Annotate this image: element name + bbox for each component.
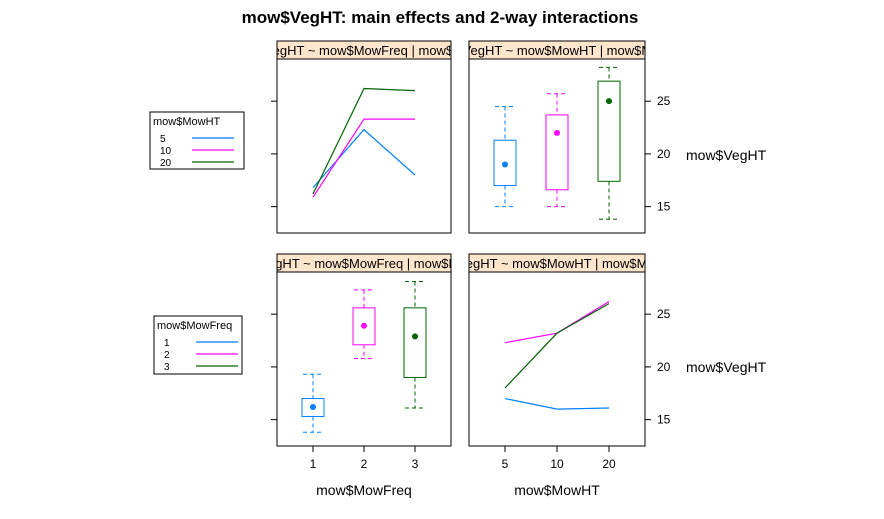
box-mean-dot bbox=[554, 129, 560, 136]
box-mean-dot bbox=[606, 98, 612, 105]
x-tick-label: 3 bbox=[412, 457, 419, 471]
legend-label: 2 bbox=[164, 350, 170, 361]
x-tick-label: 5 bbox=[502, 457, 509, 471]
x-tick-label: 20 bbox=[602, 457, 616, 471]
box-rect bbox=[493, 139, 517, 187]
y-tick-label: 25 bbox=[657, 307, 671, 321]
y-axis-label-bottom: mow$VegHT bbox=[686, 359, 767, 375]
panel-bottom-left: mow$VegHT ~ mow$MowFreq | mow$MowFreq 1 2 3 bbox=[225, 253, 502, 471]
x-tick-label: 10 bbox=[550, 457, 564, 471]
panel-strip-label: mow$VegHT ~ mow$MowHT | mow$MowHT bbox=[428, 43, 686, 58]
panel-strip-label: mow$VegHT ~ mow$MowFreq | mow$MowHT bbox=[230, 43, 498, 58]
panel-frame bbox=[276, 58, 452, 234]
legend-label: 20 bbox=[160, 158, 172, 169]
box-rect bbox=[301, 398, 325, 417]
box-20 bbox=[597, 66, 621, 220]
x-axis-label-left: mow$MowFreq bbox=[316, 482, 412, 498]
y-tick-label: 25 bbox=[657, 94, 671, 108]
x-axis-label-right: mow$MowHT bbox=[514, 482, 600, 498]
panels-group: mow$VegHT ~ mow$MowFreq | mow$MowHTmow$V… bbox=[225, 40, 691, 471]
panel-bottom-right: mow$VegHT ~ mow$MowHT | mow$MowFreq 15 20 2… bbox=[423, 253, 691, 471]
y-tick-label: 20 bbox=[657, 147, 671, 161]
box-mean-dot bbox=[412, 333, 418, 340]
box-rect bbox=[597, 80, 621, 182]
box-3 bbox=[403, 280, 427, 409]
y-tick-label: 15 bbox=[657, 200, 671, 214]
box-2 bbox=[352, 289, 376, 359]
panel-top-left: mow$VegHT ~ mow$MowFreq | mow$MowHT bbox=[230, 40, 498, 234]
legend-title: mow$MowHT bbox=[153, 116, 221, 128]
legend-box bbox=[149, 111, 245, 170]
x-tick-label: 1 bbox=[310, 457, 317, 471]
legend-label: 5 bbox=[160, 134, 166, 145]
panel-strip-label: mow$VegHT ~ mow$MowFreq | mow$MowFreq bbox=[225, 256, 502, 271]
y-tick-label: 20 bbox=[657, 360, 671, 374]
legend-title: mow$MowFreq bbox=[157, 320, 232, 332]
legend-label: 3 bbox=[164, 362, 170, 373]
box-rect bbox=[352, 307, 376, 346]
panel-strip-label: mow$VegHT ~ mow$MowHT | mow$MowFreq bbox=[423, 256, 691, 271]
axis-labels-group: mow$VegHT mow$VegHT mow$MowFreq mow$MowH… bbox=[316, 147, 766, 498]
series-line-20 bbox=[312, 87, 416, 195]
box-mean-dot bbox=[502, 161, 508, 168]
y-tick-label: 15 bbox=[657, 413, 671, 427]
box-rect bbox=[545, 114, 569, 191]
panel-frame bbox=[468, 58, 646, 234]
series-line-2 bbox=[504, 301, 610, 344]
panel-frame bbox=[468, 271, 646, 447]
series-line-5 bbox=[312, 128, 416, 189]
legend-label: 10 bbox=[160, 146, 172, 157]
y-axis-label-top: mow$VegHT bbox=[686, 147, 767, 163]
box-mean-dot bbox=[361, 322, 367, 329]
panel-top-right: mow$VegHT ~ mow$MowHT | mow$MowHT 15 20 25 bbox=[428, 40, 686, 234]
box-5 bbox=[493, 105, 517, 208]
box-1 bbox=[301, 373, 325, 433]
box-10 bbox=[545, 93, 569, 208]
box-rect bbox=[403, 307, 427, 378]
series-line-1 bbox=[504, 397, 610, 410]
legend-box bbox=[153, 315, 243, 375]
legend-1: mow$MowFreq 123 bbox=[153, 315, 243, 375]
series-line-3 bbox=[504, 303, 610, 389]
box-mean-dot bbox=[310, 403, 316, 410]
legend-label: 1 bbox=[164, 338, 170, 349]
series-line-10 bbox=[312, 118, 415, 198]
x-tick-label: 2 bbox=[361, 457, 368, 471]
chart-title: mow$VegHT: main effects and 2-way intera… bbox=[242, 8, 639, 27]
